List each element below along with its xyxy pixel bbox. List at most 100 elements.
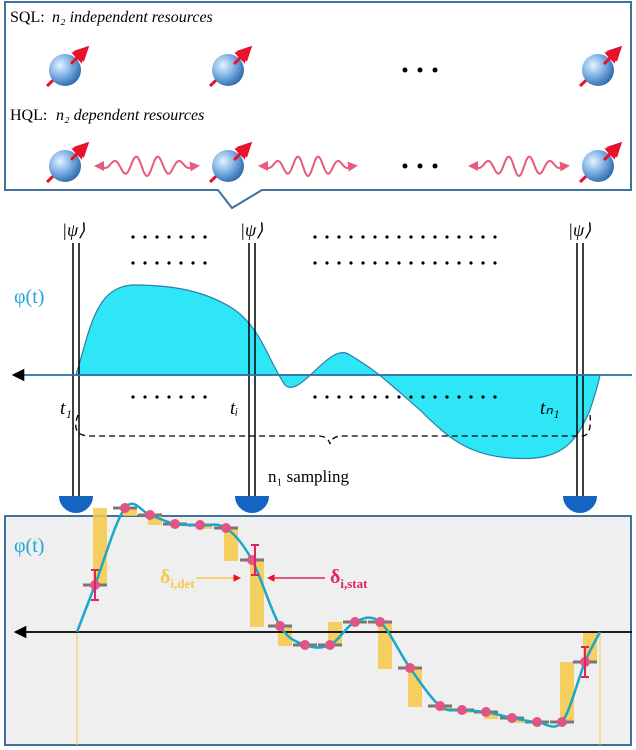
ellipsis-dot [457, 235, 460, 238]
ellipsis-dot [191, 235, 194, 238]
ellipsis-dot [167, 261, 170, 264]
ellipsis-dot [481, 395, 484, 398]
ellipsis-dot [361, 261, 364, 264]
ellipsis-dot [493, 235, 496, 238]
figure: SQL: n₂ independent resources HQL: n₂ de… [0, 0, 636, 750]
state-label: |ψ⟩ [240, 220, 263, 240]
ellipsis-dot [337, 395, 340, 398]
ellipsis-dot [313, 395, 316, 398]
sample-point [457, 705, 467, 715]
ellipsis-dot [493, 395, 496, 398]
ellipsis-dot [313, 261, 316, 264]
ellipsis-dot [191, 261, 194, 264]
det-subscript: i,det [170, 576, 195, 591]
ellipsis-dot [433, 68, 438, 73]
ellipsis-dot [418, 68, 423, 73]
ellipsis-dot [481, 261, 484, 264]
ellipsis-dot [325, 235, 328, 238]
hql-text: n₂ dependent resources [56, 107, 204, 124]
ellipsis-dot [421, 235, 424, 238]
state-label: |ψ⟩ [62, 220, 85, 240]
sampling-label: n₁ sampling [268, 467, 350, 486]
sample-point [507, 713, 517, 723]
ellipsis-dot [373, 395, 376, 398]
ellipsis-dot [445, 395, 448, 398]
ellipsis-dot [143, 261, 146, 264]
sample-point [375, 617, 385, 627]
ellipsis-dot [361, 395, 364, 398]
ellipsis-dot [373, 261, 376, 264]
ellipsis-dot [131, 235, 134, 238]
phase-area [76, 285, 600, 459]
sample-point [195, 520, 205, 530]
ellipsis-dot [131, 395, 134, 398]
ellipsis-dot [421, 395, 424, 398]
sql-text: n₂ independent resources [52, 9, 213, 26]
ellipsis-dot [433, 261, 436, 264]
ellipsis-dot [403, 68, 408, 73]
ellipsis-dot [337, 235, 340, 238]
sample-point [221, 523, 231, 533]
ellipsis-dot [409, 395, 412, 398]
ellipsis-dot [155, 235, 158, 238]
ellipsis-dot [445, 261, 448, 264]
ellipsis-dot [469, 261, 472, 264]
ellipsis-dot [385, 395, 388, 398]
ellipsis-dot [397, 395, 400, 398]
ellipsis-dot [179, 395, 182, 398]
ellipsis-dot [373, 235, 376, 238]
det-symbol: δ [160, 566, 170, 588]
state-label: |ψ⟩ [568, 220, 591, 240]
sample-point [300, 640, 310, 650]
ellipsis-dot [155, 395, 158, 398]
ellipsis-dot [433, 235, 436, 238]
sample-point [435, 701, 445, 711]
ellipsis-dot [143, 395, 146, 398]
ellipsis-dot [143, 235, 146, 238]
ellipsis-dot [397, 261, 400, 264]
ellipsis-dot [457, 395, 460, 398]
ellipsis-dot [421, 261, 424, 264]
detector [59, 496, 93, 513]
sample-point [275, 621, 285, 631]
ellipsis-dot [203, 261, 206, 264]
ellipsis-dot [433, 395, 436, 398]
ellipsis-dot [167, 395, 170, 398]
sample-point [350, 617, 360, 627]
sample-point [557, 717, 567, 727]
ellipsis-dot [167, 235, 170, 238]
ellipsis-dot [469, 235, 472, 238]
ellipsis-dot [385, 235, 388, 238]
ellipsis-dot [325, 395, 328, 398]
sample-point [532, 717, 542, 727]
ellipsis-dot [457, 261, 460, 264]
page: {"top_panel": {"sql_label": "SQL:", "sql… [0, 0, 636, 750]
ellipsis-dot [313, 235, 316, 238]
ellipsis-dot [385, 261, 388, 264]
time-label: t₁ [60, 398, 72, 419]
ellipsis-dot [349, 235, 352, 238]
sql-label: SQL: [10, 9, 45, 26]
sample-point [170, 519, 180, 529]
stat-subscript: i,stat [340, 576, 368, 591]
time-label: tₙ₁ [540, 398, 559, 419]
ellipsis-dot [179, 261, 182, 264]
ellipsis-dot [418, 164, 423, 169]
ellipsis-dot [203, 395, 206, 398]
ellipsis-dot [493, 261, 496, 264]
sample-point [120, 503, 130, 513]
ellipsis-dot [325, 261, 328, 264]
stat-symbol: δ [330, 566, 340, 588]
ellipsis-dot [403, 164, 408, 169]
detector [235, 496, 269, 513]
ellipsis-dot [433, 164, 438, 169]
ellipsis-dot [131, 261, 134, 264]
ellipsis-dot [191, 395, 194, 398]
ellipsis-dot [481, 235, 484, 238]
ellipsis-dot [361, 235, 364, 238]
ellipsis-dot [445, 235, 448, 238]
time-label: tᵢ [230, 398, 238, 419]
sample-point [145, 510, 155, 520]
ellipsis-dot [155, 261, 158, 264]
ellipsis-dot [179, 235, 182, 238]
